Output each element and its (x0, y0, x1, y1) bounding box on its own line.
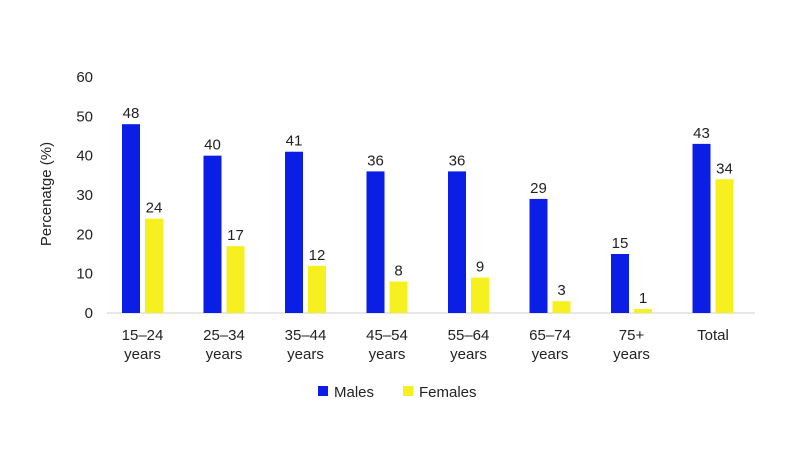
data-label-males-1: 40 (204, 137, 221, 154)
x-tick-label-line: Total (697, 327, 729, 344)
x-tick-label: 25–34 years (203, 327, 245, 363)
x-tick-label-line: years (450, 346, 487, 363)
data-label-females-3: 8 (394, 263, 402, 280)
x-tick-label-line: years (287, 346, 324, 363)
x-tick-label-line: 45–54 (366, 327, 408, 344)
legend: Males Females (318, 384, 477, 401)
y-tick-label: 30 (76, 187, 93, 204)
x-tick-label: 15–24 years (122, 327, 164, 363)
y-tick-label: 20 (76, 226, 93, 243)
data-label-females-0: 24 (146, 200, 163, 217)
data-label-males-5: 29 (530, 180, 547, 197)
bar-males-6 (611, 254, 629, 313)
legend-swatch-males (318, 386, 328, 396)
data-label-females-4: 9 (476, 259, 484, 276)
bar-males-5 (529, 198, 548, 313)
y-tick-label: 0 (85, 305, 93, 322)
x-tick-label-line: 65–74 (529, 327, 571, 344)
bar-males-0 (122, 124, 140, 313)
x-tick-label: 35–44 years (285, 327, 327, 363)
data-label-males-0: 48 (123, 105, 140, 122)
x-tick-label-line: 15–24 (122, 327, 164, 344)
bar-males-3 (366, 171, 385, 313)
data-label-females-5: 3 (557, 282, 565, 299)
legend-label-females: Females (419, 384, 477, 401)
x-tick-label-line: years (613, 346, 650, 363)
x-tick-label: Total (697, 327, 729, 344)
bar-males-2 (285, 151, 303, 313)
x-tick-label-line: years (124, 346, 161, 363)
bar-females-5 (552, 301, 571, 313)
bar-females-4 (471, 277, 489, 313)
bar-males-1 (203, 155, 222, 313)
data-label-females-6: 1 (639, 290, 647, 307)
bars: 48 24 40 17 41 12 36 8 36 9 29 3 15 1 43 34 (122, 105, 734, 313)
x-tick-label: 55–64 years (448, 327, 490, 363)
x-tick-label-line: 25–34 (203, 327, 245, 344)
bar-females-6 (634, 309, 652, 313)
y-tick-label: 50 (76, 108, 93, 125)
data-label-males-4: 36 (449, 152, 466, 169)
data-label-males-2: 41 (286, 133, 303, 150)
x-tick-label: 65–74 years (529, 327, 571, 363)
y-tick-label: 60 (76, 69, 93, 86)
x-tick-label-line: years (532, 346, 569, 363)
bar-females-0 (145, 218, 163, 313)
bar-females-1 (226, 246, 245, 313)
x-tick-label: 45–54 years (366, 327, 408, 363)
bar-males-4 (448, 171, 466, 313)
data-label-females-7: 34 (716, 160, 733, 177)
x-axis: 15–24 years 25–34 years 35–44 years 45–54 years… (122, 327, 729, 363)
x-tick-label: 75+ years (613, 327, 650, 363)
y-axis: 0 10 20 30 40 50 60 (76, 69, 93, 322)
y-tick-label: 10 (76, 266, 93, 283)
data-label-males-7: 43 (693, 125, 710, 142)
bar-females-7 (715, 179, 734, 313)
bar-females-2 (308, 265, 326, 313)
x-tick-label-line: 35–44 (285, 327, 327, 344)
data-label-males-6: 15 (612, 235, 629, 252)
x-tick-label-line: years (369, 346, 406, 363)
bar-females-3 (389, 281, 408, 313)
legend-label-males: Males (334, 384, 374, 401)
x-tick-label-line: 55–64 (448, 327, 490, 344)
bar-males-7 (692, 143, 711, 313)
data-label-males-3: 36 (367, 152, 384, 169)
x-tick-label-line: years (206, 346, 243, 363)
y-axis-label: Percenatge (%) (38, 142, 55, 246)
x-tick-label-line: 75+ (619, 327, 645, 344)
y-tick-label: 40 (76, 148, 93, 165)
legend-swatch-females (403, 386, 413, 396)
data-label-females-2: 12 (309, 247, 326, 264)
data-label-females-1: 17 (227, 227, 244, 244)
